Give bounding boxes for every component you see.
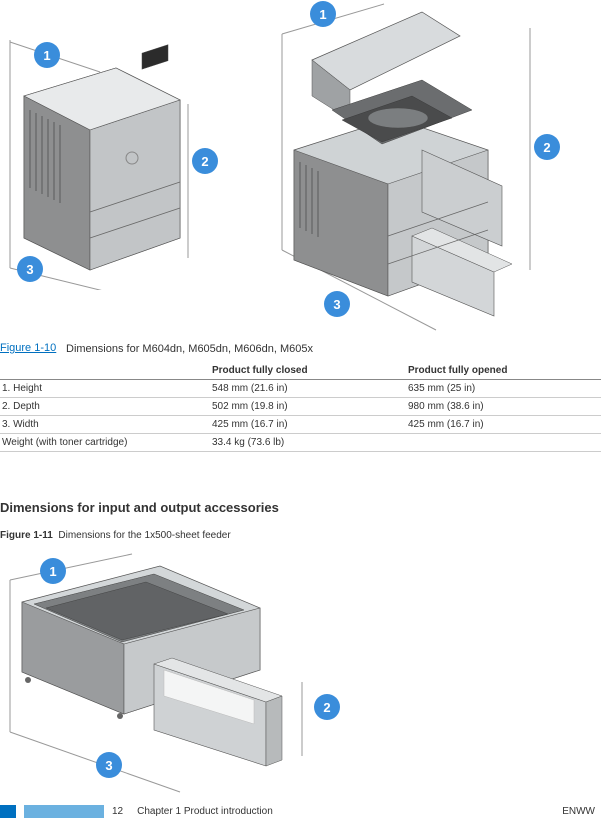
figure-label: Figure 1-11 Dimensions for the 1x500-she… [0,530,231,541]
table-row: 2. Depth 502 mm (19.8 in) 980 mm (38.6 i… [0,398,601,416]
footer-accent-bar [0,805,16,818]
figure-caption: Dimensions for M604dn, M605dn, M606dn, M… [66,343,313,355]
table-cell: 548 mm (21.6 in) [210,380,406,398]
callout-closed-2: 2 [192,148,218,174]
callout-label: 1 [49,564,56,579]
callout-feeder-1: 1 [40,558,66,584]
table-row: 3. Width 425 mm (16.7 in) 425 mm (16.7 i… [0,416,601,434]
callout-label: 3 [333,297,340,312]
table-cell: 635 mm (25 in) [406,380,601,398]
table-cell: 1. Height [0,380,210,398]
callout-label: 2 [323,700,330,715]
callout-label: 1 [319,7,326,22]
table-header: Product fully opened [406,362,601,380]
callout-label: 2 [201,154,208,169]
feeder-illustration [4,552,304,802]
callout-closed-3: 3 [17,256,43,282]
footer-page-number: 12 [112,806,123,817]
table-cell: 33.4 kg (73.6 lb) [210,434,406,452]
callout-feeder-2: 2 [314,694,340,720]
footer-chapter: Chapter 1 Product introduction [137,806,273,817]
figure-number: Figure 1-11 [0,530,53,541]
callout-label: 2 [543,140,550,155]
printer-closed-illustration [4,38,200,290]
table-cell: Weight (with toner cartridge) [0,434,210,452]
table-row: 1. Height 548 mm (21.6 in) 635 mm (25 in… [0,380,601,398]
table-cell: 3. Width [0,416,210,434]
dimensions-table: Product fully closed Product fully opene… [0,362,601,452]
callout-closed-1: 1 [34,42,60,68]
table-cell: 980 mm (38.6 in) [406,398,601,416]
footer-accent-bar-2 [24,805,104,818]
table-cell: 425 mm (16.7 in) [210,416,406,434]
figure-caption: Dimensions for the 1x500-sheet feeder [58,530,230,541]
table-cell [406,434,601,452]
dim-bracket [296,680,316,760]
table-header: Product fully closed [210,362,406,380]
callout-label: 3 [26,262,33,277]
printer-open-illustration [272,0,572,340]
footer-lang: ENWW [562,806,595,817]
figure-link[interactable]: Figure 1-10 [0,342,56,354]
table-cell: 2. Depth [0,398,210,416]
callout-open-2: 2 [534,134,560,160]
table-row: Weight (with toner cartridge) 33.4 kg (7… [0,434,601,452]
table-header [0,362,210,380]
table-header-row: Product fully closed Product fully opene… [0,362,601,380]
table-cell: 425 mm (16.7 in) [406,416,601,434]
callout-label: 3 [105,758,112,773]
section-heading: Dimensions for input and output accessor… [0,500,279,515]
callout-label: 1 [43,48,50,63]
callout-feeder-3: 3 [96,752,122,778]
callout-open-3: 3 [324,291,350,317]
callout-open-1: 1 [310,1,336,27]
table-cell: 502 mm (19.8 in) [210,398,406,416]
page-footer: 12 Chapter 1 Product introduction ENWW [0,805,601,818]
